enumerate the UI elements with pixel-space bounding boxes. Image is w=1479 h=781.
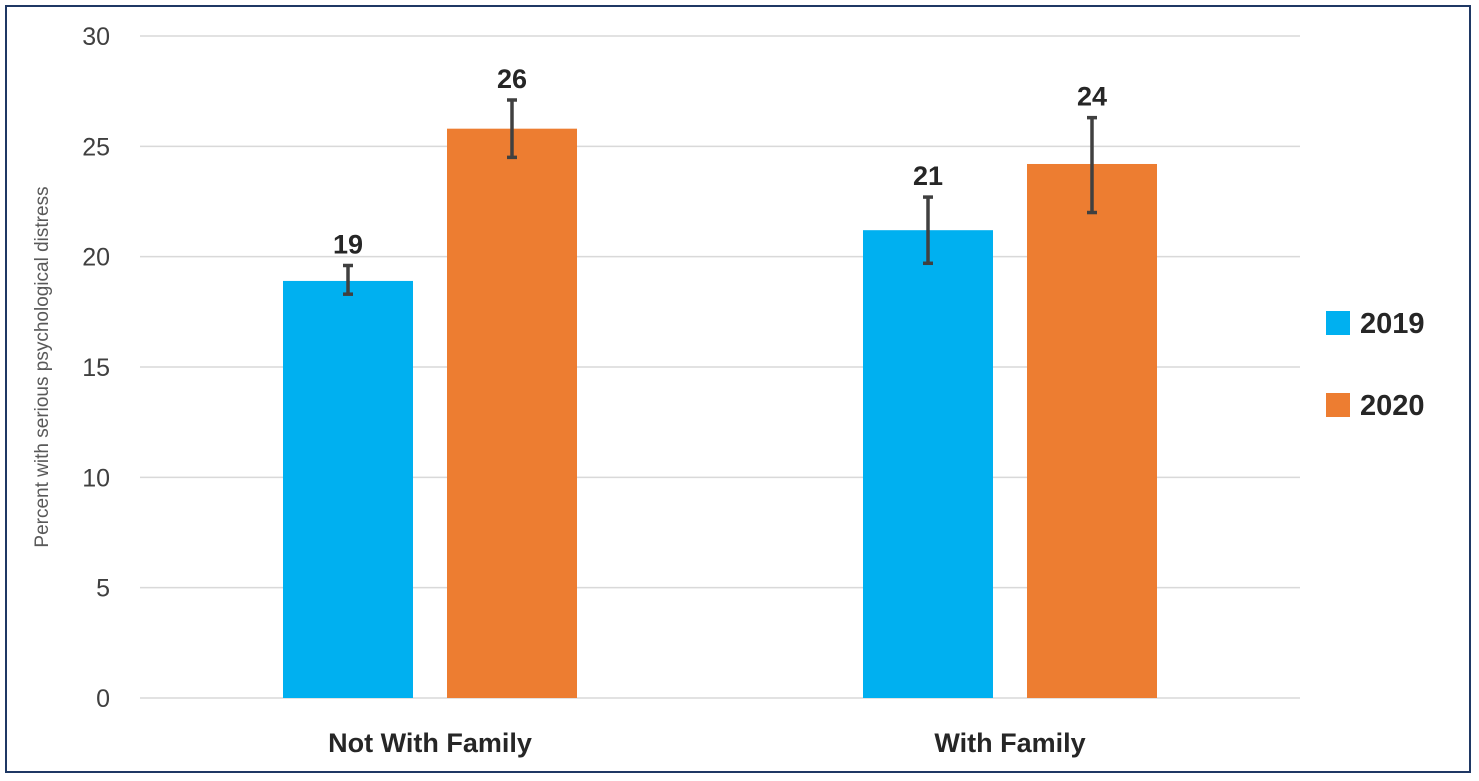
bar-2019 bbox=[863, 230, 993, 699]
legend-label-2019: 2019 bbox=[1360, 308, 1425, 340]
y-tick-label: 5 bbox=[96, 575, 110, 603]
bar-2019 bbox=[283, 280, 413, 698]
data-label: 26 bbox=[497, 64, 527, 94]
y-tick-label: 30 bbox=[82, 23, 110, 51]
data-label: 19 bbox=[333, 229, 363, 259]
data-label: 24 bbox=[1077, 82, 1107, 112]
bar-2020 bbox=[1027, 163, 1157, 698]
y-tick-label: 20 bbox=[82, 244, 110, 272]
y-tick-label: 10 bbox=[82, 464, 110, 492]
data-label: 21 bbox=[913, 161, 943, 191]
x-category-label: With Family bbox=[934, 728, 1085, 758]
y-tick-label: 0 bbox=[96, 685, 110, 713]
y-tick-label: 15 bbox=[82, 354, 110, 382]
y-tick-label: 25 bbox=[82, 133, 110, 161]
y-axis-label: Percent with serious psychological distr… bbox=[32, 186, 53, 547]
legend-swatch-2019 bbox=[1326, 311, 1350, 335]
legend-label-2020: 2020 bbox=[1360, 390, 1425, 422]
bar-2020 bbox=[447, 128, 577, 698]
x-category-label: Not With Family bbox=[328, 728, 532, 758]
legend-swatch-2020 bbox=[1326, 393, 1350, 417]
chart-frame bbox=[5, 5, 1471, 773]
